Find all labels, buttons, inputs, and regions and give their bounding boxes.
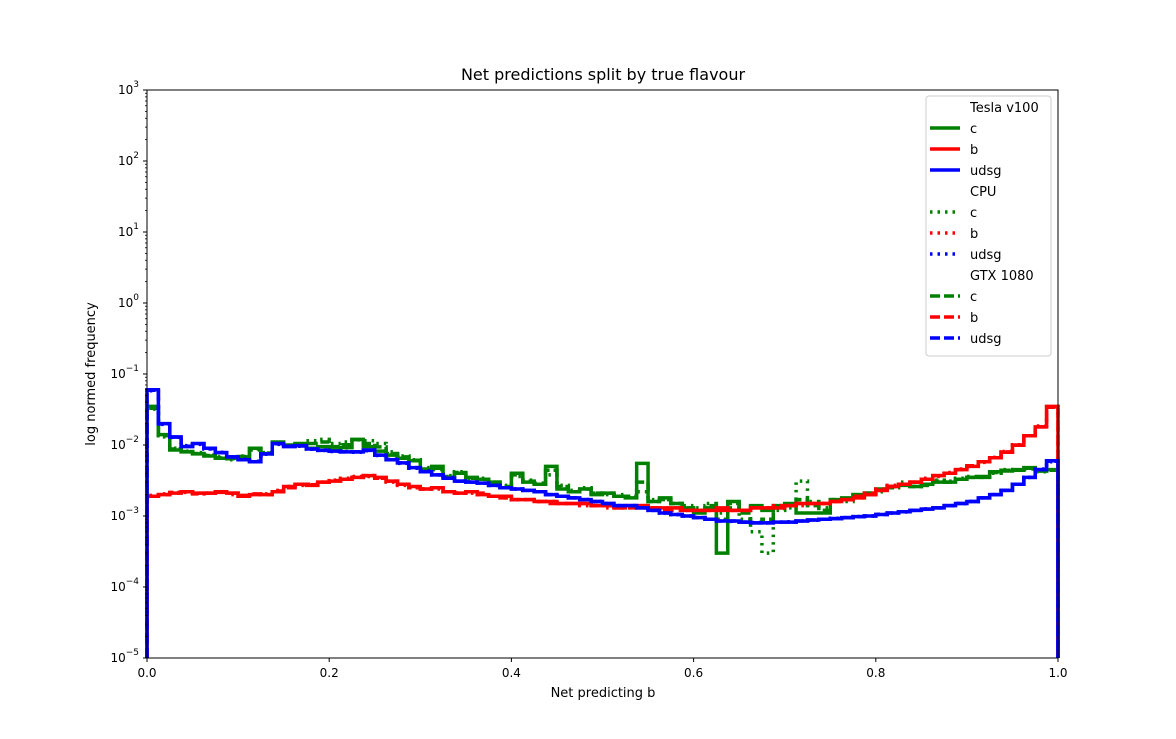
- legend-label: b: [970, 311, 978, 326]
- x-tick-label: 0.0: [137, 666, 156, 680]
- x-tick-label: 1.0: [1048, 666, 1067, 680]
- x-axis: 0.0 0.2 0.4 0.6 0.8 1.0: [137, 658, 1068, 680]
- y-tick-label: 101: [118, 222, 139, 239]
- legend-box: [925, 95, 1052, 357]
- series-udsg-gtx-1080: [145, 388, 1060, 658]
- legend-label: c: [970, 122, 977, 137]
- legend-group-header: GTX 1080: [970, 269, 1034, 284]
- y-tick-label: 100: [118, 293, 139, 310]
- series-b-gtx-1080: [145, 405, 1060, 658]
- x-tick-label: 0.4: [502, 666, 521, 680]
- legend-label: c: [970, 290, 977, 305]
- x-tick-label: 0.2: [320, 666, 339, 680]
- legend-group-header: Tesla v100: [969, 101, 1039, 116]
- legend-label: c: [970, 206, 977, 221]
- legend-label: b: [970, 143, 978, 158]
- legend-group-header: CPU: [970, 185, 996, 200]
- legend-label: udsg: [970, 248, 1002, 263]
- y-tick-label: 10−2: [110, 435, 139, 452]
- legend-label: udsg: [970, 164, 1002, 179]
- series-layer: [145, 388, 1060, 658]
- legend-label: b: [970, 227, 978, 242]
- x-axis-label: Net predicting b: [551, 686, 656, 701]
- y-tick-label: 103: [118, 80, 139, 97]
- x-tick-label: 0.8: [866, 666, 885, 680]
- y-axis: 10−5 10−4 10−3 10−2 10−1 100 101 102 103: [110, 80, 147, 665]
- legend-label: udsg: [970, 332, 1002, 347]
- series-b-cpu: [145, 405, 1060, 658]
- y-tick-label: 102: [118, 151, 139, 168]
- y-tick-label: 10−3: [110, 506, 139, 523]
- y-tick-label: 10−4: [110, 577, 139, 594]
- y-tick-label: 10−5: [110, 648, 139, 665]
- y-axis-label: log normed frequency: [84, 302, 99, 446]
- y-tick-label: 10−1: [110, 364, 139, 381]
- x-tick-label: 0.6: [684, 666, 703, 680]
- chart-title: Net predictions split by true flavour: [461, 65, 746, 84]
